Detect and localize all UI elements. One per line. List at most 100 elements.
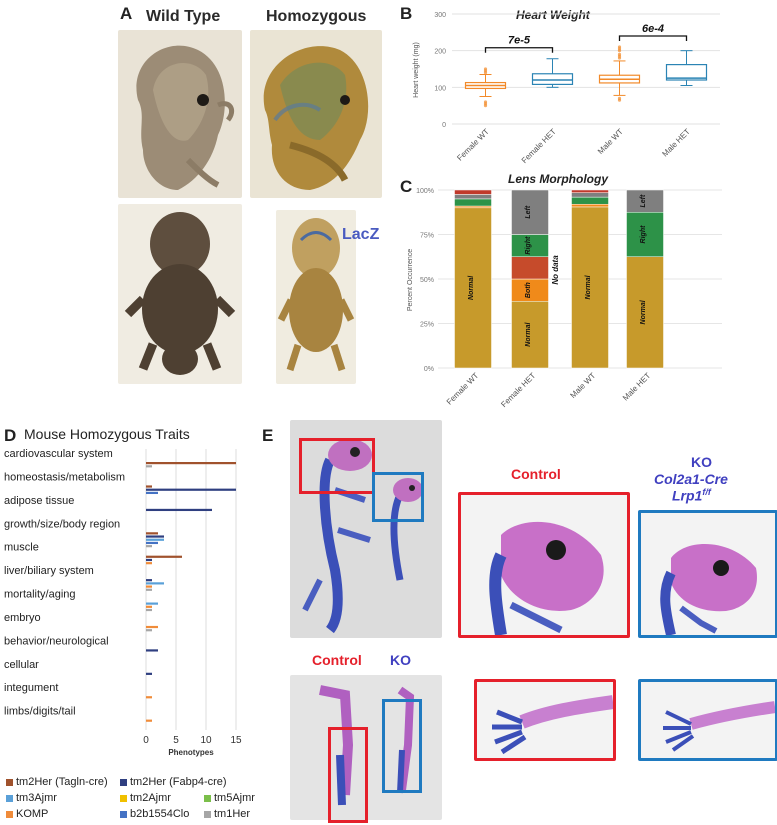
lens-morphology-title: Lens Morphology (508, 172, 608, 186)
category-label: limbs/digits/tail (4, 706, 76, 718)
y-tick-label: 75% (420, 233, 434, 240)
x-tick-label: Male HET (621, 371, 653, 403)
category-label: integument (4, 682, 58, 694)
lens-morphology-chart: 0% 25% 50% 75% 100% Percent Occurrence Normal F… (407, 188, 722, 409)
trait-bar (146, 585, 152, 588)
bar-segment (626, 189, 664, 213)
category-label: cardiovascular system (4, 448, 113, 460)
traits-title: Mouse Homozygous Traits (24, 426, 190, 442)
control-paw-closeup (474, 679, 616, 761)
category-label: muscle (4, 542, 39, 554)
panel-letter-e: E (262, 426, 274, 445)
box (665, 63, 708, 81)
homozygous-embryo-side-photo (250, 30, 382, 198)
ko-paw-closeup (638, 679, 777, 761)
x-tick-label: Female HET (499, 371, 537, 409)
no-data-label: No data (551, 255, 560, 285)
panel-letter-c: C (400, 177, 413, 196)
category-label: growth/size/body region (4, 518, 120, 530)
legend-tm2her-tagln: tm2Her (Tagln-cre) (6, 776, 108, 788)
panel-letter-b: B (400, 4, 413, 23)
category-label: embryo (4, 612, 41, 624)
y-tick-label: 50% (420, 277, 434, 284)
trait-bar (146, 588, 152, 591)
category-label: mortality/aging (4, 589, 76, 601)
wild-type-embryo-side-photo (118, 30, 242, 198)
wild-type-embryo-dorsal-photo (118, 204, 242, 384)
significance-bracket (618, 35, 688, 41)
y-axis-label: Percent Occurrence (407, 249, 414, 311)
trait-bar (146, 545, 152, 548)
trait-bar (146, 582, 164, 585)
trait-bar (146, 558, 152, 562)
outlier-point (483, 104, 488, 108)
trait-bar (146, 491, 158, 495)
category-label: adipose tissue (4, 495, 74, 507)
significance-bracket (484, 47, 554, 53)
bar-segment (454, 205, 492, 209)
whole-skeleton-photo (290, 420, 442, 638)
segment-label: Normal (468, 275, 475, 300)
x-tick-label: Male WT (568, 371, 597, 400)
category-label: liver/biliary system (4, 565, 94, 577)
bar-segment (511, 256, 549, 280)
bar-segment (571, 189, 609, 193)
homozygous-traits-chart: 0 5 10 15 Phenotypes cardiovascular system hom… (4, 448, 242, 757)
ko-label: KO (691, 454, 712, 470)
lrp1-label: Lrp1f/f (672, 487, 711, 504)
trait-bar (146, 488, 236, 491)
heart-weight-chart: 0 100 200 300 Heart weight (mg) Female WT Fema… (413, 12, 720, 165)
x-tick-label: 5 (173, 735, 179, 746)
y-tick-label: 100 (434, 85, 446, 92)
trait-bar (146, 579, 152, 582)
x-axis-label: Phenotypes (168, 748, 214, 757)
bar-segment (454, 207, 492, 369)
bar-segment (626, 256, 664, 369)
trait-bar (146, 608, 152, 612)
legend-komp: KOMP (6, 808, 48, 820)
x-tick-label: 10 (200, 735, 212, 746)
x-tick-label: Male HET (660, 127, 692, 159)
control-head-closeup (458, 492, 630, 638)
trait-bar (146, 562, 152, 565)
heart-weight-title: Heart Weight (516, 8, 590, 22)
trait-bar (146, 602, 158, 605)
segment-label: Normal (585, 274, 592, 299)
ko-highlight-box (372, 472, 424, 522)
trait-bar (146, 485, 152, 488)
y-tick-label: 0% (424, 366, 434, 373)
wild-type-title: Wild Type (146, 8, 221, 25)
outlier-point (483, 67, 488, 71)
segment-label: Left (640, 194, 647, 208)
bar-segment (571, 196, 609, 205)
trait-bar (146, 696, 152, 699)
segment-label: Both (525, 282, 532, 298)
x-tick-label: Female WT (445, 371, 481, 407)
legend-tm3ajmr: tm3Ajmr (6, 792, 57, 804)
y-tick-label: 300 (434, 12, 446, 19)
control-highlight-box (299, 438, 375, 494)
trait-bar (146, 605, 152, 608)
lacz-label: LacZ (342, 226, 380, 243)
p-value-label: 7e-5 (508, 35, 531, 47)
outlier-point (617, 52, 622, 56)
x-tick-label: 15 (230, 735, 242, 746)
col2a1-cre-label: Col2a1-Cre (654, 471, 728, 487)
segment-label: Left (525, 205, 532, 219)
ko-label-2: KO (390, 652, 411, 668)
control-limb-box (328, 727, 368, 823)
segment-label: Right (640, 225, 647, 244)
legend-tm2her-fabp4: tm2Her (Fabp4-cre) (120, 776, 227, 788)
p-value-label: 6e-4 (642, 23, 664, 35)
bar-segment (571, 203, 609, 208)
outlier-point (617, 45, 622, 49)
bar-segment (511, 189, 549, 235)
ko-head-closeup (638, 510, 777, 638)
y-axis-label: Heart weight (mg) (413, 42, 420, 98)
category-label: cellular (4, 659, 39, 671)
legend-tm1her: tm1Her (204, 808, 250, 820)
segment-label: Normal (640, 299, 647, 324)
x-tick-label: Male WT (596, 127, 625, 156)
control-label-2: Control (312, 652, 362, 668)
legend-b2b1554clo: b2b1554Clo (120, 808, 189, 820)
